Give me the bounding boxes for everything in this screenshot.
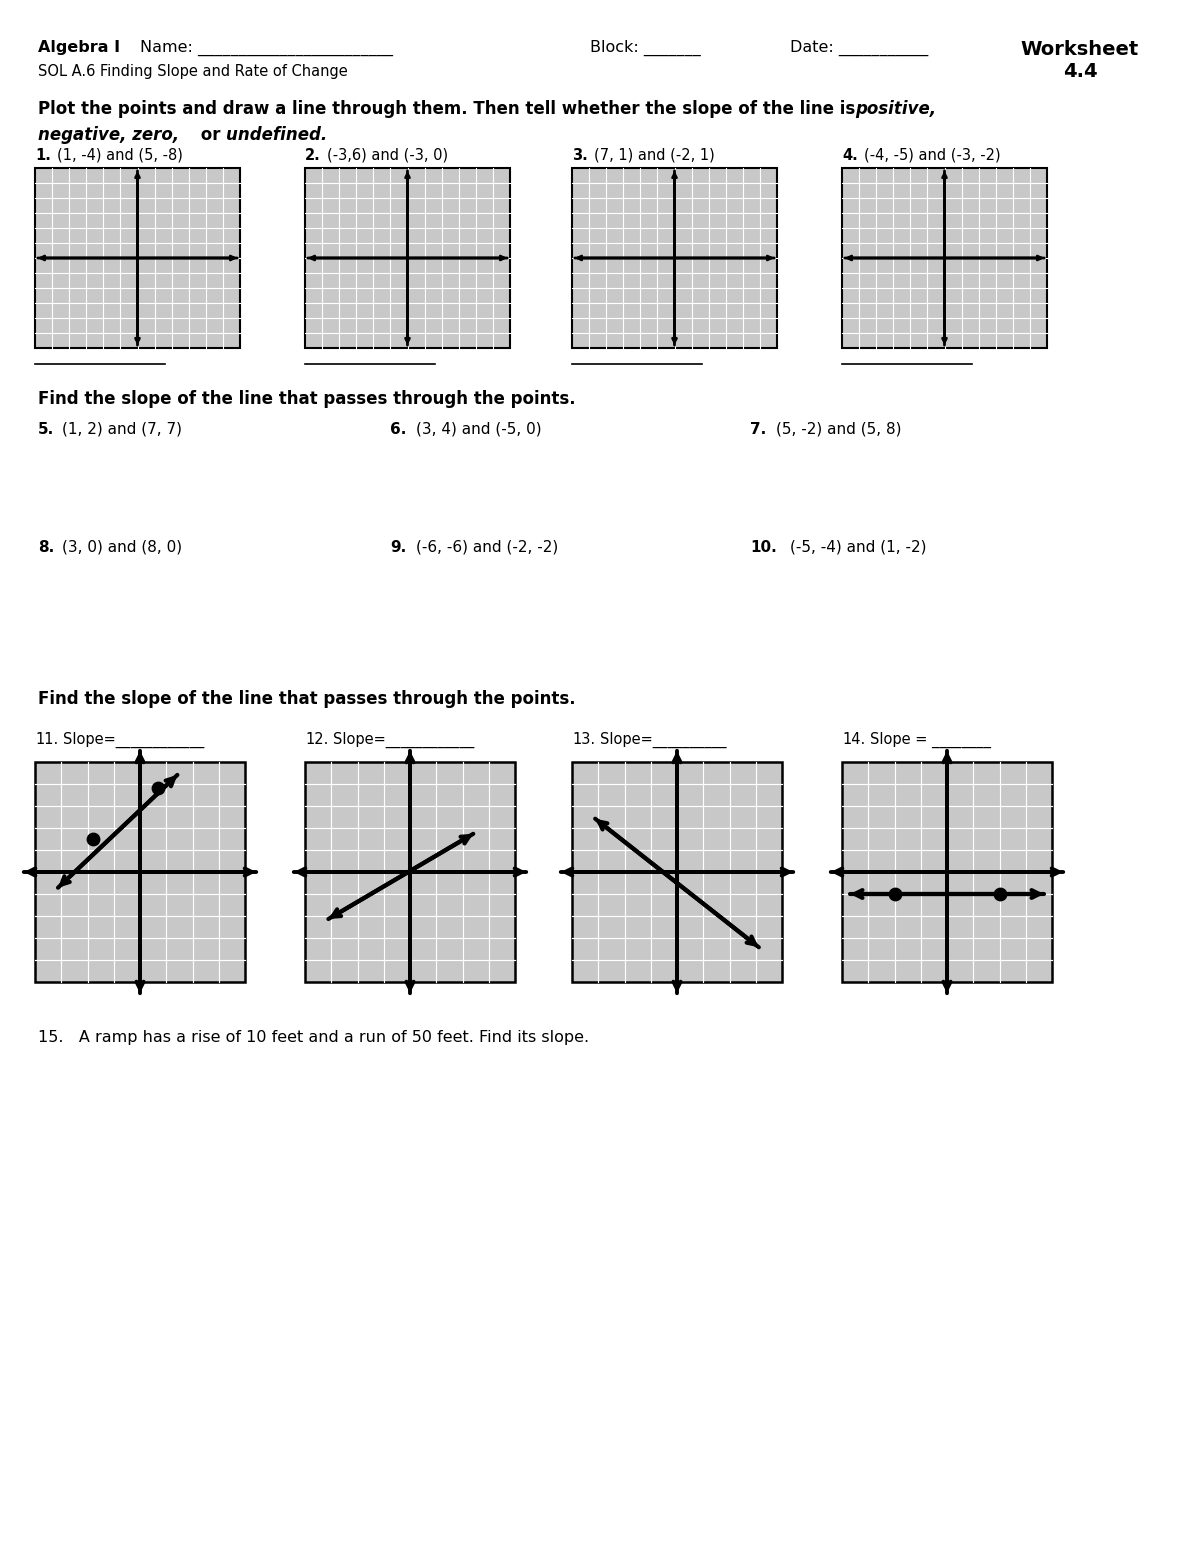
- Point: [884, 882, 904, 907]
- Text: (-5, -4) and (1, -2): (-5, -4) and (1, -2): [790, 540, 926, 554]
- Text: 13.: 13.: [572, 731, 595, 747]
- Point: [83, 826, 102, 851]
- Point: [149, 776, 168, 801]
- Text: Find the slope of the line that passes through the points.: Find the slope of the line that passes t…: [38, 390, 576, 408]
- Text: Slope=____________: Slope=____________: [334, 731, 474, 749]
- Text: 4.: 4.: [842, 148, 858, 163]
- Text: (1, -4) and (5, -8): (1, -4) and (5, -8): [58, 148, 182, 163]
- Text: (1, 2) and (7, 7): (1, 2) and (7, 7): [62, 422, 182, 436]
- Text: (-4, -5) and (-3, -2): (-4, -5) and (-3, -2): [864, 148, 1001, 163]
- Text: (3, 0) and (8, 0): (3, 0) and (8, 0): [62, 540, 182, 554]
- Text: Slope=__________: Slope=__________: [600, 731, 726, 749]
- Text: 6.: 6.: [390, 422, 407, 436]
- Text: 8.: 8.: [38, 540, 54, 554]
- Text: Find the slope of the line that passes through the points.: Find the slope of the line that passes t…: [38, 690, 576, 708]
- Text: Worksheet: Worksheet: [1021, 40, 1139, 59]
- Text: Algebra I: Algebra I: [38, 40, 120, 54]
- Bar: [842, 168, 1046, 348]
- Point: [990, 882, 1009, 907]
- Text: undefined.: undefined.: [226, 126, 328, 144]
- Text: 3.: 3.: [572, 148, 588, 163]
- Text: Name: ________________________: Name: ________________________: [140, 40, 394, 56]
- Text: 9.: 9.: [390, 540, 407, 554]
- Text: 10.: 10.: [750, 540, 776, 554]
- Text: (-3,6) and (-3, 0): (-3,6) and (-3, 0): [326, 148, 448, 163]
- Text: 14.: 14.: [842, 731, 865, 747]
- Text: positive,: positive,: [854, 99, 936, 118]
- Text: 2.: 2.: [305, 148, 320, 163]
- Text: Slope=____________: Slope=____________: [64, 731, 204, 749]
- Text: negative, zero,: negative, zero,: [38, 126, 179, 144]
- Text: SOL A.6 Finding Slope and Rate of Change: SOL A.6 Finding Slope and Rate of Change: [38, 64, 348, 79]
- Bar: [305, 763, 515, 981]
- Text: 7.: 7.: [750, 422, 767, 436]
- Text: 11.: 11.: [35, 731, 59, 747]
- Text: Date: ___________: Date: ___________: [790, 40, 929, 56]
- Text: (-6, -6) and (-2, -2): (-6, -6) and (-2, -2): [416, 540, 558, 554]
- Bar: [305, 168, 510, 348]
- Text: or: or: [194, 126, 227, 144]
- Text: (3, 4) and (-5, 0): (3, 4) and (-5, 0): [416, 422, 541, 436]
- Text: Slope = ________: Slope = ________: [870, 731, 991, 749]
- Text: 15.   A ramp has a rise of 10 feet and a run of 50 feet. Find its slope.: 15. A ramp has a rise of 10 feet and a r…: [38, 1030, 589, 1045]
- Bar: [842, 763, 1052, 981]
- Bar: [35, 763, 245, 981]
- Bar: [35, 168, 240, 348]
- Text: 1.: 1.: [35, 148, 50, 163]
- Text: Block: _______: Block: _______: [590, 40, 701, 56]
- Text: Plot the points and draw a line through them. Then tell whether the slope of the: Plot the points and draw a line through …: [38, 99, 862, 118]
- Bar: [572, 763, 782, 981]
- Text: 4.4: 4.4: [1063, 62, 1097, 81]
- Bar: [572, 168, 778, 348]
- Text: 5.: 5.: [38, 422, 54, 436]
- Text: 12.: 12.: [305, 731, 329, 747]
- Text: (5, -2) and (5, 8): (5, -2) and (5, 8): [776, 422, 901, 436]
- Text: (7, 1) and (-2, 1): (7, 1) and (-2, 1): [594, 148, 715, 163]
